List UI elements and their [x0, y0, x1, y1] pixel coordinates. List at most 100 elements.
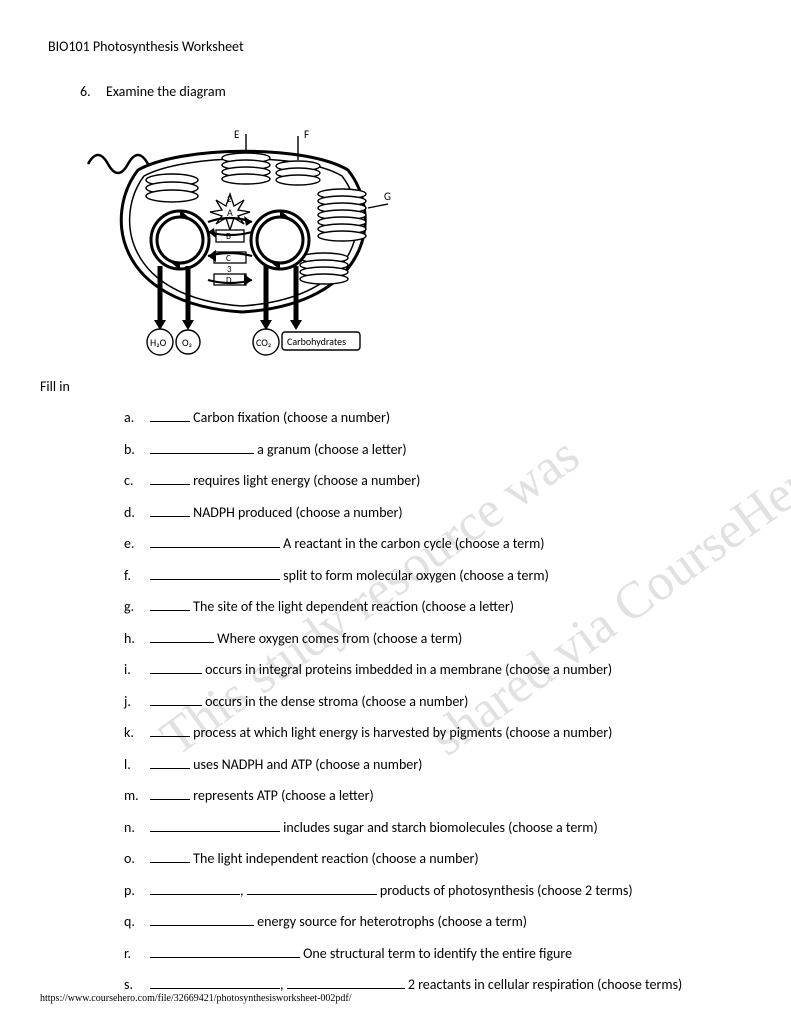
fill-in-item: l. uses NADPH and ATP (choose a number) — [124, 756, 743, 774]
item-letter: o. — [124, 850, 150, 868]
answer-blank[interactable] — [150, 850, 190, 863]
answer-blank[interactable] — [150, 441, 254, 454]
answer-blank[interactable] — [150, 819, 280, 832]
label-e: E — [234, 128, 239, 141]
item-body: split to form molecular oxygen (choose a… — [150, 567, 549, 585]
item-letter: j. — [124, 693, 150, 711]
fill-in-item: q. energy source for heterotrophs (choos… — [124, 913, 743, 931]
item-body: Carbon fixation (choose a number) — [150, 409, 390, 427]
chloroplast-diagram: E F G — [84, 124, 743, 360]
answer-blank[interactable] — [150, 693, 202, 706]
item-letter: l. — [124, 756, 150, 774]
question-text: Examine the diagram — [106, 83, 226, 100]
fill-in-item: k. process at which light energy is harv… — [124, 724, 743, 742]
item-letter: k. — [124, 724, 150, 742]
fill-in-item: n. includes sugar and starch biomolecule… — [124, 819, 743, 837]
num-2: 2 — [227, 194, 232, 205]
item-body: uses NADPH and ATP (choose a number) — [150, 756, 422, 774]
item-text: split to form molecular oxygen (choose a… — [280, 567, 549, 584]
answer-blank[interactable] — [150, 724, 190, 737]
course-title: BIO101 Photosynthesis Worksheet — [48, 38, 743, 55]
item-text: energy source for heterotrophs (choose a… — [254, 913, 527, 930]
item-body: represents ATP (choose a letter) — [150, 787, 374, 805]
question-row: 6. Examine the diagram — [48, 83, 743, 100]
fill-in-item: p., products of photosynthesis (choose 2… — [124, 882, 743, 900]
answer-blank[interactable] — [150, 787, 190, 800]
label-b: B — [226, 231, 231, 242]
fill-in-item: s., 2 reactants in cellular respiration … — [124, 976, 743, 994]
item-letter: b. — [124, 441, 150, 459]
item-text: A reactant in the carbon cycle (choose a… — [280, 535, 545, 552]
item-text: The light independent reaction (choose a… — [190, 850, 479, 867]
item-body: occurs in the dense stroma (choose a num… — [150, 693, 468, 711]
item-body: energy source for heterotrophs (choose a… — [150, 913, 527, 931]
item-body: occurs in integral proteins imbedded in … — [150, 661, 612, 679]
fill-in-item: g. The site of the light dependent react… — [124, 598, 743, 616]
item-body: , products of photosynthesis (choose 2 t… — [150, 882, 633, 900]
item-text: requires light energy (choose a number) — [190, 472, 420, 489]
item-text: products of photosynthesis (choose 2 ter… — [377, 882, 633, 899]
cycle-4: 4 — [276, 234, 282, 248]
answer-blank[interactable] — [150, 535, 280, 548]
item-letter: h. — [124, 630, 150, 648]
item-text: The site of the light dependent reaction… — [190, 598, 514, 615]
item-text: NADPH produced (choose a number) — [190, 504, 403, 521]
item-letter: i. — [124, 661, 150, 679]
output-co2: CO₂ — [256, 336, 271, 349]
item-body: The light independent reaction (choose a… — [150, 850, 479, 868]
fill-in-item: f. split to form molecular oxygen (choos… — [124, 567, 743, 585]
answer-blank[interactable] — [150, 567, 280, 580]
item-body: The site of the light dependent reaction… — [150, 598, 514, 616]
item-text: includes sugar and starch biomolecules (… — [280, 819, 598, 836]
item-body: A reactant in the carbon cycle (choose a… — [150, 535, 545, 553]
fill-in-label: Fill in — [40, 378, 743, 395]
answer-blank[interactable] — [150, 945, 300, 958]
answer-blank[interactable] — [150, 882, 240, 895]
output-o2: O₂ — [182, 336, 192, 349]
answer-blank[interactable] — [150, 756, 190, 769]
item-body: Where oxygen comes from (choose a term) — [150, 630, 462, 648]
fill-in-item: a. Carbon fixation (choose a number) — [124, 409, 743, 427]
label-c: C — [226, 253, 231, 264]
fill-in-item: i. occurs in integral proteins imbedded … — [124, 661, 743, 679]
item-letter: q. — [124, 913, 150, 931]
item-body: , 2 reactants in cellular respiration (c… — [150, 976, 682, 994]
answer-blank[interactable] — [150, 913, 254, 926]
footer-url: https://www.coursehero.com/file/32669421… — [40, 993, 352, 1004]
item-letter: g. — [124, 598, 150, 616]
fill-in-item: o. The light independent reaction (choos… — [124, 850, 743, 868]
item-body: includes sugar and starch biomolecules (… — [150, 819, 598, 837]
item-body: a granum (choose a letter) — [150, 441, 407, 459]
item-text: occurs in the dense stroma (choose a num… — [202, 693, 468, 710]
answer-blank[interactable] — [287, 976, 405, 989]
answer-blank[interactable] — [150, 504, 190, 517]
item-letter: s. — [124, 976, 150, 994]
item-letter: p. — [124, 882, 150, 900]
answer-blank[interactable] — [150, 598, 190, 611]
fill-in-item: e. A reactant in the carbon cycle (choos… — [124, 535, 743, 553]
item-text: a granum (choose a letter) — [254, 441, 407, 458]
item-body: process at which light energy is harvest… — [150, 724, 612, 742]
item-letter: n. — [124, 819, 150, 837]
fill-in-item: j. occurs in the dense stroma (choose a … — [124, 693, 743, 711]
item-letter: r. — [124, 945, 150, 963]
fill-in-list: a. Carbon fixation (choose a number) b. a… — [48, 409, 743, 994]
item-letter: m. — [124, 787, 150, 805]
answer-blank[interactable] — [150, 409, 190, 422]
answer-blank[interactable] — [150, 630, 214, 643]
item-text: Carbon fixation (choose a number) — [190, 409, 390, 426]
item-body: One structural term to identify the enti… — [150, 945, 572, 963]
answer-blank[interactable] — [150, 661, 202, 674]
answer-blank[interactable] — [150, 976, 280, 989]
item-letter: c. — [124, 472, 150, 490]
output-h2o: H₂O — [150, 336, 167, 349]
answer-blank[interactable] — [247, 882, 377, 895]
output-carb: Carbohydrates — [287, 335, 346, 348]
label-g: G — [384, 190, 391, 203]
label-d: D — [226, 275, 232, 286]
item-text: uses NADPH and ATP (choose a number) — [190, 756, 422, 773]
fill-in-item: b. a granum (choose a letter) — [124, 441, 743, 459]
item-text: represents ATP (choose a letter) — [190, 787, 374, 804]
page-content: BIO101 Photosynthesis Worksheet 6. Exami… — [0, 0, 791, 994]
answer-blank[interactable] — [150, 472, 190, 485]
